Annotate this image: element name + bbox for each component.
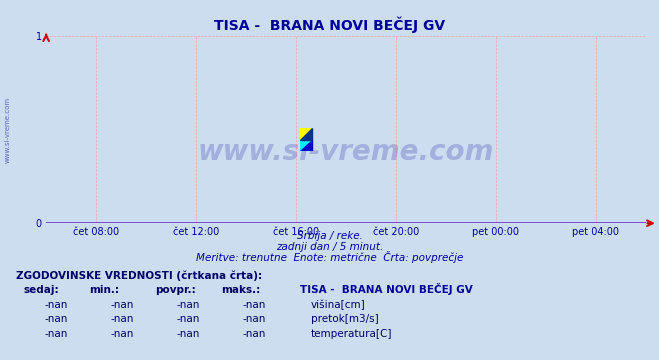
- Text: www.si-vreme.com: www.si-vreme.com: [5, 96, 11, 163]
- Text: maks.:: maks.:: [221, 285, 260, 296]
- Polygon shape: [300, 128, 312, 139]
- Text: povpr.:: povpr.:: [155, 285, 196, 296]
- Text: -nan: -nan: [44, 300, 68, 310]
- Text: -nan: -nan: [176, 314, 200, 324]
- Text: -nan: -nan: [242, 300, 266, 310]
- Text: -nan: -nan: [176, 329, 200, 339]
- Text: višina[cm]: višina[cm]: [311, 300, 366, 310]
- Text: min.:: min.:: [89, 285, 119, 296]
- Text: -nan: -nan: [44, 314, 68, 324]
- Text: -nan: -nan: [242, 329, 266, 339]
- Polygon shape: [300, 139, 312, 151]
- Text: -nan: -nan: [110, 329, 134, 339]
- Polygon shape: [300, 128, 312, 139]
- Text: Srbija / reke.: Srbija / reke.: [297, 231, 362, 242]
- Text: temperatura[C]: temperatura[C]: [311, 329, 393, 339]
- Text: TISA -  BRANA NOVI BEČEJ GV: TISA - BRANA NOVI BEČEJ GV: [300, 283, 473, 296]
- Text: Meritve: trenutne  Enote: metrične  Črta: povprečje: Meritve: trenutne Enote: metrične Črta: …: [196, 251, 463, 263]
- Text: sedaj:: sedaj:: [23, 285, 59, 296]
- Polygon shape: [300, 139, 312, 151]
- Text: -nan: -nan: [44, 329, 68, 339]
- Text: -nan: -nan: [176, 300, 200, 310]
- Text: -nan: -nan: [110, 300, 134, 310]
- Text: ZGODOVINSKE VREDNOSTI (črtkana črta):: ZGODOVINSKE VREDNOSTI (črtkana črta):: [16, 270, 262, 281]
- Text: pretok[m3/s]: pretok[m3/s]: [311, 314, 379, 324]
- Text: -nan: -nan: [242, 314, 266, 324]
- Text: TISA -  BRANA NOVI BEČEJ GV: TISA - BRANA NOVI BEČEJ GV: [214, 17, 445, 33]
- Text: www.si-vreme.com: www.si-vreme.com: [198, 138, 494, 166]
- Text: -nan: -nan: [110, 314, 134, 324]
- Text: zadnji dan / 5 minut.: zadnji dan / 5 minut.: [276, 242, 383, 252]
